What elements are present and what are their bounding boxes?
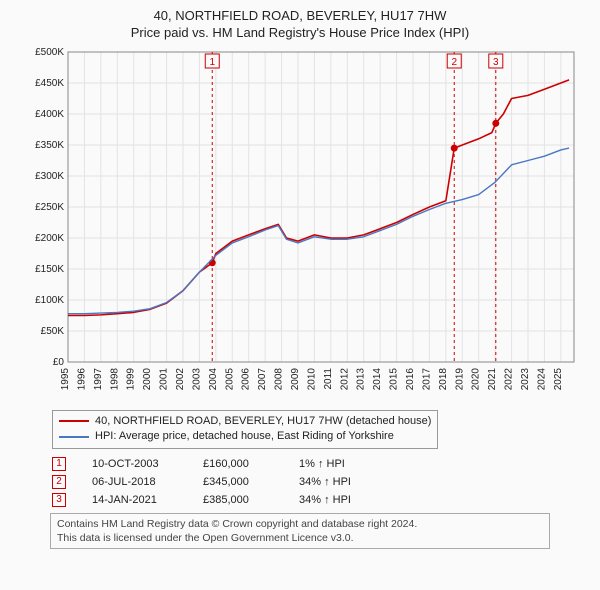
sale-date-1: 10-OCT-2003 (92, 458, 177, 470)
title-line2: Price paid vs. HM Land Registry's House … (10, 25, 590, 42)
svg-text:2019: 2019 (454, 367, 465, 390)
svg-text:1995: 1995 (60, 367, 71, 390)
sale-diff-2: 34% ↑ HPI (299, 476, 351, 488)
sale-price-2: £345,000 (203, 476, 273, 488)
sale-price-1: £160,000 (203, 458, 273, 470)
legend-label-property: 40, NORTHFIELD ROAD, BEVERLEY, HU17 7HW … (95, 414, 431, 429)
price-chart: £0 £50K £100K £150K £200K £250K £300K £350K £400… (20, 46, 580, 406)
svg-text:2024: 2024 (536, 367, 547, 390)
svg-text:2012: 2012 (339, 367, 350, 390)
sale-date-2: 06-JUL-2018 (92, 476, 177, 488)
svg-text:2025: 2025 (553, 367, 564, 390)
svg-text:1: 1 (209, 57, 215, 68)
svg-text:£250K: £250K (35, 202, 64, 213)
svg-text:2020: 2020 (471, 367, 482, 390)
svg-text:£300K: £300K (35, 171, 64, 182)
svg-text:2003: 2003 (191, 367, 202, 390)
sale-price-3: £385,000 (203, 494, 273, 506)
sale-marker-2: 2 (52, 475, 66, 489)
svg-text:2002: 2002 (175, 367, 186, 390)
sale-marker-1: 1 (52, 457, 66, 471)
svg-text:2022: 2022 (504, 367, 515, 390)
sale-row-3: 3 14-JAN-2021 £385,000 34% ↑ HPI (52, 491, 590, 509)
svg-text:1997: 1997 (93, 367, 104, 390)
svg-text:3: 3 (493, 57, 499, 68)
sale-date-3: 14-JAN-2021 (92, 494, 177, 506)
svg-text:£200K: £200K (35, 233, 64, 244)
svg-text:2011: 2011 (323, 367, 334, 389)
sale-row-2: 2 06-JUL-2018 £345,000 34% ↑ HPI (52, 473, 590, 491)
svg-text:£0: £0 (53, 357, 65, 368)
svg-text:2008: 2008 (274, 367, 285, 390)
svg-text:2007: 2007 (257, 367, 268, 390)
legend-swatch-hpi (59, 436, 89, 438)
sale-diff-3: 34% ↑ HPI (299, 494, 351, 506)
svg-text:2015: 2015 (389, 367, 400, 390)
svg-text:2: 2 (451, 57, 457, 68)
chart-page: 40, NORTHFIELD ROAD, BEVERLEY, HU17 7HW … (0, 0, 600, 590)
legend: 40, NORTHFIELD ROAD, BEVERLEY, HU17 7HW … (52, 410, 438, 449)
svg-text:£400K: £400K (35, 109, 64, 120)
footer-line2: This data is licensed under the Open Gov… (57, 531, 543, 545)
svg-text:2021: 2021 (487, 367, 498, 390)
legend-row-hpi: HPI: Average price, detached house, East… (59, 429, 431, 444)
page-title: 40, NORTHFIELD ROAD, BEVERLEY, HU17 7HW … (10, 8, 590, 42)
svg-text:2014: 2014 (372, 367, 383, 390)
title-line1: 40, NORTHFIELD ROAD, BEVERLEY, HU17 7HW (10, 8, 590, 25)
svg-text:£350K: £350K (35, 140, 64, 151)
chart-svg: £0 £50K £100K £150K £200K £250K £300K £350K £400… (20, 46, 580, 406)
svg-text:2005: 2005 (224, 367, 235, 390)
svg-text:2017: 2017 (421, 367, 432, 390)
legend-row-property: 40, NORTHFIELD ROAD, BEVERLEY, HU17 7HW … (59, 414, 431, 429)
svg-text:1999: 1999 (126, 367, 137, 390)
svg-text:1996: 1996 (76, 367, 87, 390)
svg-text:2018: 2018 (438, 367, 449, 390)
sale-diff-1: 1% ↑ HPI (299, 458, 345, 470)
svg-text:£50K: £50K (41, 326, 65, 337)
sales-table: 1 10-OCT-2003 £160,000 1% ↑ HPI 2 06-JUL… (52, 455, 590, 509)
svg-text:£450K: £450K (35, 78, 64, 89)
svg-text:2016: 2016 (405, 367, 416, 390)
svg-text:2000: 2000 (142, 367, 153, 390)
svg-text:£150K: £150K (35, 264, 64, 275)
svg-text:£500K: £500K (35, 47, 64, 58)
footer-line1: Contains HM Land Registry data © Crown c… (57, 517, 543, 531)
sale-row-1: 1 10-OCT-2003 £160,000 1% ↑ HPI (52, 455, 590, 473)
svg-text:2004: 2004 (208, 367, 219, 390)
svg-text:2013: 2013 (356, 367, 367, 390)
svg-text:2009: 2009 (290, 367, 301, 390)
svg-text:£100K: £100K (35, 295, 64, 306)
svg-text:2001: 2001 (159, 367, 170, 390)
svg-text:2010: 2010 (306, 367, 317, 390)
sale-marker-3: 3 (52, 493, 66, 507)
license-footer: Contains HM Land Registry data © Crown c… (50, 513, 550, 549)
legend-label-hpi: HPI: Average price, detached house, East… (95, 429, 394, 444)
legend-swatch-property (59, 420, 89, 422)
svg-text:2023: 2023 (520, 367, 531, 390)
svg-text:2006: 2006 (241, 367, 252, 390)
svg-text:1998: 1998 (109, 367, 120, 390)
